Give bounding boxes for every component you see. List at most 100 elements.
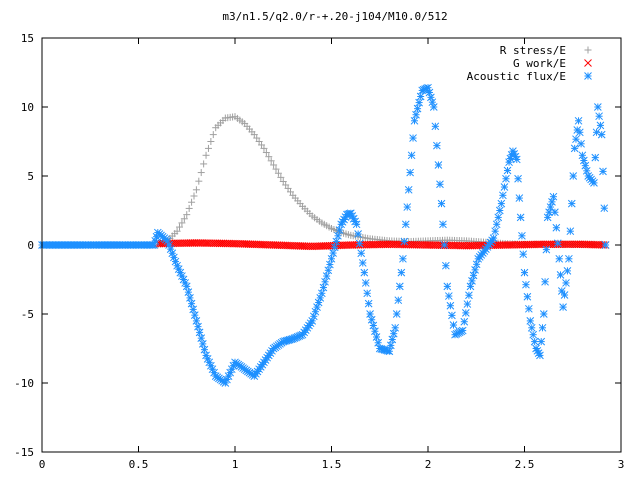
data-point [277,173,285,181]
data-point [437,199,446,208]
data-point [428,241,436,249]
data-point [516,240,525,249]
data-point [194,239,203,247]
data-point [579,156,588,165]
data-point [476,241,484,250]
data-point [593,103,602,111]
data-point [366,240,374,249]
data-point [366,310,374,318]
data-point [195,177,203,185]
data-point [568,240,577,249]
data-point [575,128,584,137]
data-point [509,241,517,249]
data-point [510,240,519,249]
data-point [190,311,199,320]
data-point [188,239,197,247]
data-point [317,289,326,298]
data-point [369,321,378,330]
data-point [177,239,185,248]
data-point [204,144,212,152]
data-point [565,254,573,263]
data-point [406,168,415,177]
data-point [552,223,561,232]
y-tick-label: -10 [14,377,34,390]
data-point [186,239,195,247]
data-point [412,110,420,119]
data-point [428,98,437,107]
data-point [267,157,275,165]
data-point [426,241,434,249]
data-point [551,208,559,217]
data-point [306,242,315,251]
data-point [178,219,186,227]
data-point [536,240,544,249]
data-point [319,283,328,292]
data-point [453,241,461,250]
data-point [197,169,205,177]
data-point [512,240,521,249]
data-point [468,241,477,250]
y-tick-label: 5 [27,170,34,183]
data-point [221,239,230,248]
data-point [472,241,481,250]
data-point [395,240,403,249]
data-point [386,341,395,350]
data-point [518,240,527,249]
data-point [150,241,158,249]
data-point [163,237,172,245]
data-point [572,240,581,249]
data-point [387,240,396,249]
data-point [431,122,440,131]
legend-label: G work/E [513,57,566,70]
data-point [507,241,515,249]
data-point [168,249,177,258]
data-point [176,223,184,231]
data-point [543,213,552,222]
data-point [192,239,201,247]
data-point [171,239,180,248]
data-point [354,230,362,238]
data-point [519,250,528,259]
data-point [436,180,444,189]
data-point [346,241,355,249]
data-point [458,326,467,335]
data-point [582,166,591,175]
data-point [449,241,457,250]
data-point [197,334,206,343]
data-point [443,282,452,291]
data-point [469,271,478,280]
data-point [372,333,381,341]
y-tick-label: 10 [21,101,34,114]
data-point [559,303,567,311]
data-point [574,240,583,249]
legend-label: Acoustic flux/E [467,70,566,83]
data-point [377,240,386,249]
data-point [184,288,193,297]
data-point [180,215,188,223]
data-point [215,239,224,248]
data-point [518,231,526,240]
data-point [566,240,575,249]
data-point [565,240,573,249]
data-point [415,98,423,107]
plot-frame [41,37,622,453]
data-point [227,239,235,248]
data-point [553,239,562,248]
data-point [412,240,421,249]
data-point [557,287,566,295]
data-point [537,337,546,346]
data-point [165,241,173,249]
data-point [522,240,531,249]
data-point [188,198,196,206]
data-point [206,239,214,248]
data-point [198,340,207,348]
data-point [458,241,467,250]
data-point [370,240,378,249]
data-point [368,240,376,249]
data-point [209,131,217,139]
data-point [202,151,210,159]
data-point [375,240,384,249]
data-point [358,259,367,267]
data-point [182,239,191,247]
data-point [460,317,469,326]
